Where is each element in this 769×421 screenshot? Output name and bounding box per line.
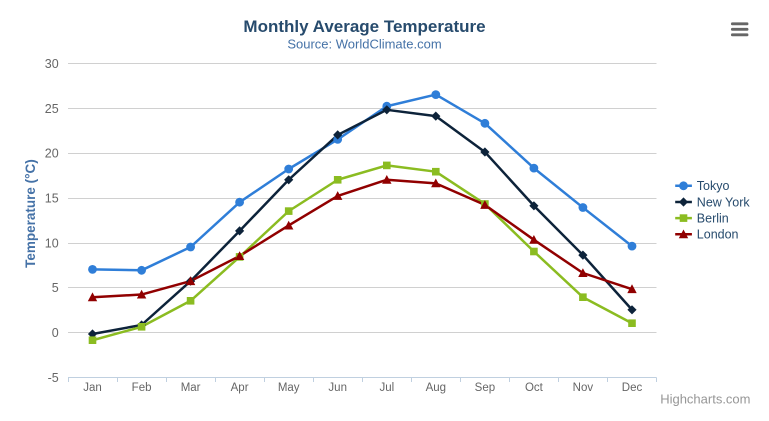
svg-text:30: 30 [45, 57, 59, 71]
svg-text:Nov: Nov [573, 382, 594, 394]
svg-text:5: 5 [52, 281, 59, 295]
svg-text:15: 15 [45, 192, 59, 206]
svg-text:Dec: Dec [622, 382, 643, 394]
svg-text:20: 20 [45, 147, 59, 161]
svg-text:0: 0 [52, 326, 59, 340]
svg-text:Feb: Feb [132, 382, 152, 394]
svg-text:May: May [278, 382, 300, 394]
svg-text:Berlin: Berlin [697, 211, 729, 225]
svg-text:Highcharts.com: Highcharts.com [660, 392, 750, 407]
svg-text:10: 10 [45, 236, 59, 250]
svg-text:Aug: Aug [426, 382, 446, 394]
svg-text:Sep: Sep [475, 382, 495, 394]
svg-text:-5: -5 [48, 371, 59, 385]
svg-text:Temperature (°C): Temperature (°C) [23, 159, 38, 268]
svg-text:Jul: Jul [379, 382, 394, 394]
svg-text:Tokyo: Tokyo [697, 179, 730, 193]
svg-text:Oct: Oct [525, 382, 544, 394]
svg-text:Monthly Average Temperature: Monthly Average Temperature [243, 17, 485, 36]
svg-text:Source: WorldClimate.com: Source: WorldClimate.com [287, 37, 441, 52]
svg-text:25: 25 [45, 102, 59, 116]
svg-text:New York: New York [697, 195, 751, 209]
svg-text:Jan: Jan [83, 382, 102, 394]
svg-text:Apr: Apr [231, 382, 249, 394]
svg-text:London: London [697, 228, 739, 242]
svg-text:Jun: Jun [328, 382, 347, 394]
svg-text:Mar: Mar [181, 382, 201, 394]
